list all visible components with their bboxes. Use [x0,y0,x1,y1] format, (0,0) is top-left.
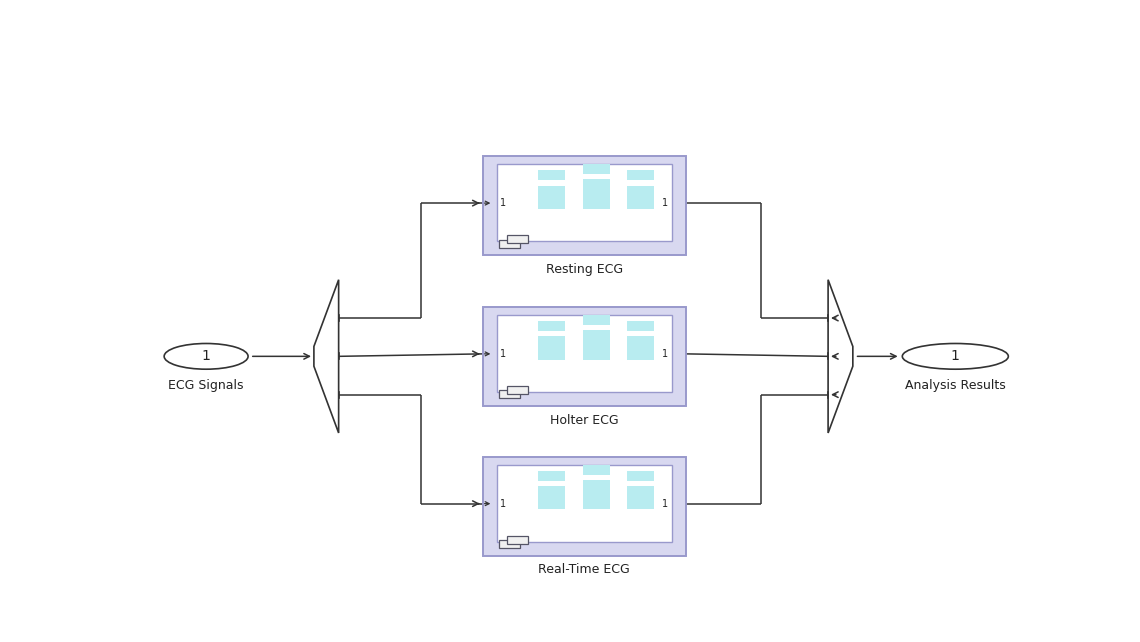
FancyBboxPatch shape [497,465,671,542]
Text: Real-Time ECG: Real-Time ECG [538,564,630,577]
FancyBboxPatch shape [583,480,610,509]
FancyBboxPatch shape [498,540,520,548]
Text: Holter ECG: Holter ECG [549,413,619,427]
FancyBboxPatch shape [627,186,654,209]
Text: Resting ECG: Resting ECG [546,263,622,276]
Text: 1: 1 [662,349,668,359]
FancyBboxPatch shape [627,486,654,509]
FancyBboxPatch shape [506,235,528,243]
Polygon shape [314,280,339,433]
FancyBboxPatch shape [482,307,686,406]
FancyBboxPatch shape [627,336,654,360]
Text: 1: 1 [500,349,506,359]
Polygon shape [828,280,853,433]
FancyBboxPatch shape [498,239,520,248]
FancyBboxPatch shape [538,471,565,481]
Text: ECG Signals: ECG Signals [169,379,244,392]
FancyBboxPatch shape [538,486,565,509]
FancyBboxPatch shape [583,465,610,474]
Text: 1: 1 [662,198,668,208]
Text: 1: 1 [202,349,211,363]
Text: 1: 1 [500,499,506,508]
FancyBboxPatch shape [583,330,610,360]
FancyBboxPatch shape [498,390,520,398]
Text: 1: 1 [500,198,506,208]
FancyBboxPatch shape [583,180,610,209]
FancyBboxPatch shape [497,315,671,392]
FancyBboxPatch shape [538,170,565,180]
FancyBboxPatch shape [538,321,565,331]
Ellipse shape [903,343,1009,369]
Text: 1: 1 [662,499,668,508]
FancyBboxPatch shape [538,186,565,209]
FancyBboxPatch shape [506,536,528,544]
FancyBboxPatch shape [482,456,686,555]
FancyBboxPatch shape [627,321,654,331]
FancyBboxPatch shape [627,170,654,180]
Text: 1: 1 [951,349,960,363]
FancyBboxPatch shape [497,164,671,241]
FancyBboxPatch shape [482,156,686,255]
FancyBboxPatch shape [583,164,610,174]
Text: Analysis Results: Analysis Results [905,379,1005,392]
Ellipse shape [164,343,249,369]
FancyBboxPatch shape [506,386,528,394]
FancyBboxPatch shape [627,471,654,481]
FancyBboxPatch shape [538,336,565,360]
FancyBboxPatch shape [583,315,610,325]
